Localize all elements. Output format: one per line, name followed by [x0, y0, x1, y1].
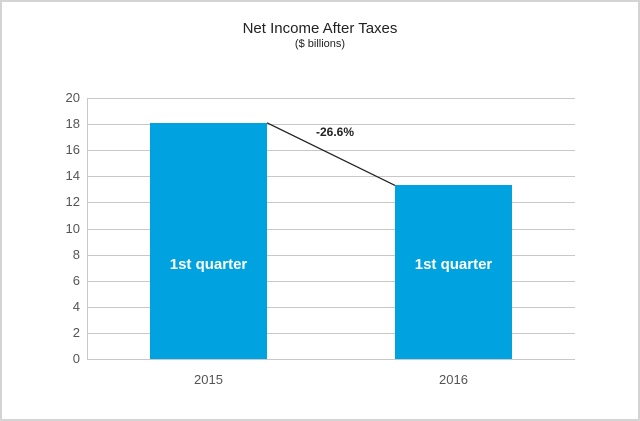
y-tick-label: 8 [72, 246, 80, 262]
gridline [87, 228, 575, 230]
y-tick-label: 0 [72, 351, 80, 366]
gridline [87, 176, 575, 178]
y-tick-label: 14 [65, 168, 80, 184]
plot-area: 1st quarter 1st quarter -26.6% [87, 98, 575, 360]
gridline [87, 306, 575, 308]
gridline [87, 124, 575, 126]
y-tick-label: 18 [65, 116, 80, 132]
y-tick-label: 6 [72, 272, 80, 288]
bar-label: 1st quarter [414, 256, 493, 273]
gridline [87, 202, 575, 204]
percent-change-annotation: -26.6% [316, 125, 355, 139]
bar-2016 [395, 185, 512, 359]
gridline [87, 98, 575, 99]
bar-label: 1st quarter [169, 256, 248, 273]
chart-title: Net Income After Taxes [242, 20, 398, 37]
y-tick-label: 2 [72, 324, 80, 340]
change-connector-line [266, 122, 396, 187]
y-tick-label: 20 [65, 90, 80, 105]
y-tick-label: 16 [65, 142, 80, 158]
y-tick-label: 12 [65, 194, 80, 210]
gridline [87, 332, 575, 334]
chart-subtitle: ($ billions) [294, 38, 346, 50]
gridline [87, 359, 575, 360]
y-tick-label: 10 [65, 220, 80, 236]
gridline [87, 254, 575, 256]
bar-2015 [150, 122, 267, 359]
x-tick-label: 2016 [439, 372, 468, 387]
y-tick-label: 4 [72, 298, 80, 314]
gridline [87, 150, 575, 152]
gridline [87, 280, 575, 282]
x-tick-label: 2015 [194, 372, 223, 387]
